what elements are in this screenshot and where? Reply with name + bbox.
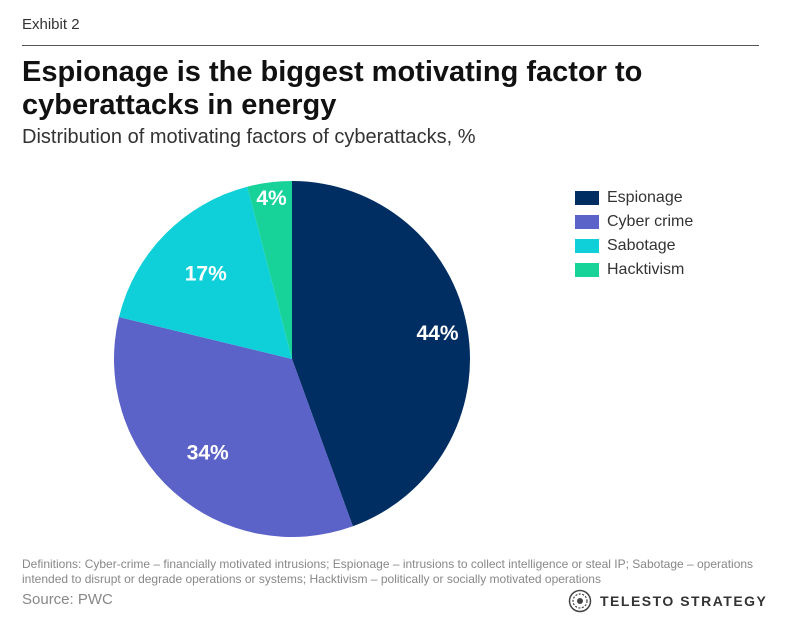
brand-name: TELESTO STRATEGY xyxy=(600,593,768,609)
chart-subtitle: Distribution of motivating factors of cy… xyxy=(22,126,476,148)
legend-label: Hacktivism xyxy=(607,261,685,278)
top-divider xyxy=(22,45,759,46)
pie-data-label: 4% xyxy=(256,187,287,210)
pie-data-label: 44% xyxy=(416,322,458,345)
definitions-note: Definitions: Cyber-crime – financially m… xyxy=(22,557,754,586)
legend-swatch xyxy=(575,215,599,229)
legend-label: Cyber crime xyxy=(607,213,694,230)
pie-data-label: 34% xyxy=(187,442,229,465)
pie-slice-sabotage xyxy=(119,186,292,359)
chart-legend: Espionage Cyber crime Sabotage Hacktivism xyxy=(575,186,693,282)
pie-slice-cyber-crime xyxy=(114,317,353,537)
legend-swatch xyxy=(575,239,599,253)
pie-slices xyxy=(114,181,470,537)
chart-title: Espionage is the biggest motivating fact… xyxy=(22,56,643,121)
legend-label: Sabotage xyxy=(607,237,676,254)
pie-slice-hacktivism xyxy=(247,181,292,359)
legend-swatch xyxy=(575,191,599,205)
legend-swatch xyxy=(575,263,599,277)
legend-item: Hacktivism xyxy=(575,258,693,282)
telesto-logo-icon xyxy=(568,589,592,613)
exhibit-label: Exhibit 2 xyxy=(22,16,80,33)
legend-item: Cyber crime xyxy=(575,210,693,234)
pie-data-label: 17% xyxy=(185,263,227,286)
pie-slice-espionage xyxy=(292,181,470,527)
pie-data-labels: 44% 34% 17% 4% xyxy=(185,187,459,465)
source-note: Source: PWC xyxy=(22,591,113,608)
brand-logo: TELESTO STRATEGY xyxy=(568,589,767,613)
legend-label: Espionage xyxy=(607,189,683,206)
legend-item: Espionage xyxy=(575,186,693,210)
legend-item: Sabotage xyxy=(575,234,693,258)
